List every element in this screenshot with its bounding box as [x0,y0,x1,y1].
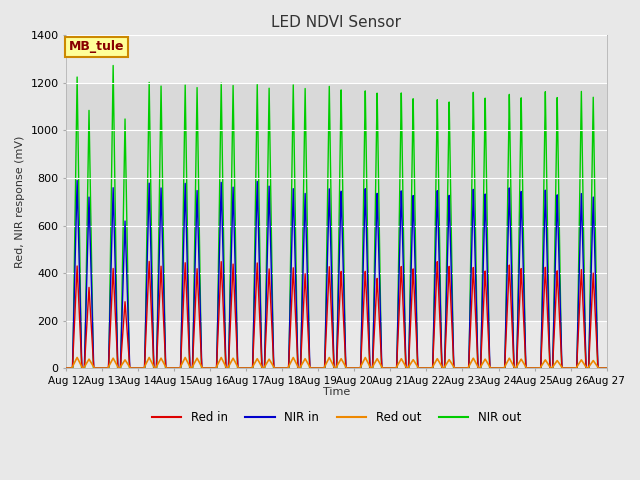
Text: MB_tule: MB_tule [69,40,125,53]
Legend: Red in, NIR in, Red out, NIR out: Red in, NIR in, Red out, NIR out [147,407,526,429]
X-axis label: Time: Time [323,387,350,397]
Bar [67,83,607,321]
Title: LED NDVI Sensor: LED NDVI Sensor [271,15,401,30]
Y-axis label: Red, NIR response (mV): Red, NIR response (mV) [15,135,25,268]
